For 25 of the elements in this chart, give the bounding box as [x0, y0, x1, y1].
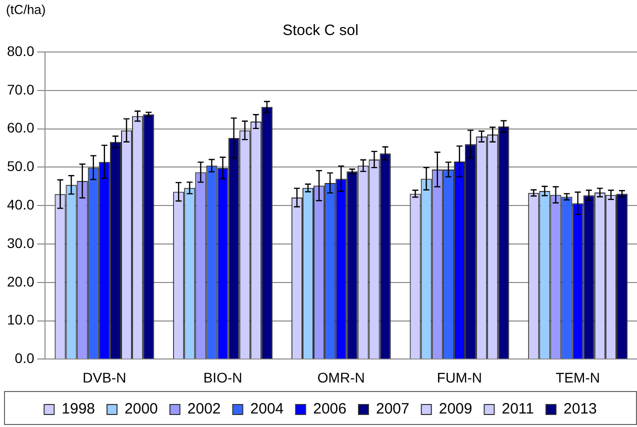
legend-label: 2007	[376, 400, 410, 418]
legend-label: 2006	[313, 400, 346, 418]
y-tick-label: 80.0	[7, 42, 34, 59]
y-tick-label: 40.0	[7, 196, 34, 212]
chart-title: Stock C sol	[282, 22, 358, 40]
legend-label: 1998	[62, 400, 96, 418]
legend-label: 2011	[502, 400, 534, 418]
y-tick-label: 60.0	[7, 120, 34, 136]
x-tick-label: OMR-N	[317, 369, 365, 386]
legend-label: 2013	[563, 400, 597, 418]
legend-label: 2000	[124, 400, 158, 418]
legend-label: 2002	[187, 400, 221, 418]
y-tick-label: 70.0	[7, 81, 34, 98]
legend-label: 2009	[438, 400, 472, 418]
legend-label: 2004	[250, 400, 284, 418]
y-tick-label: 0.0	[14, 350, 34, 366]
x-tick-label: FUM-N	[436, 369, 482, 386]
y-tick-label: 10.0	[7, 312, 34, 328]
y-axis-title: (tC/ha)	[6, 2, 46, 18]
x-tick-label: TEM-N	[556, 369, 600, 386]
x-tick-label: BIO-N	[203, 369, 242, 386]
y-tick-label: 20.0	[7, 273, 34, 290]
y-tick-label: 30.0	[7, 234, 34, 251]
x-tick-label: DVB-N	[82, 369, 126, 386]
y-tick-label: 50.0	[7, 158, 34, 174]
